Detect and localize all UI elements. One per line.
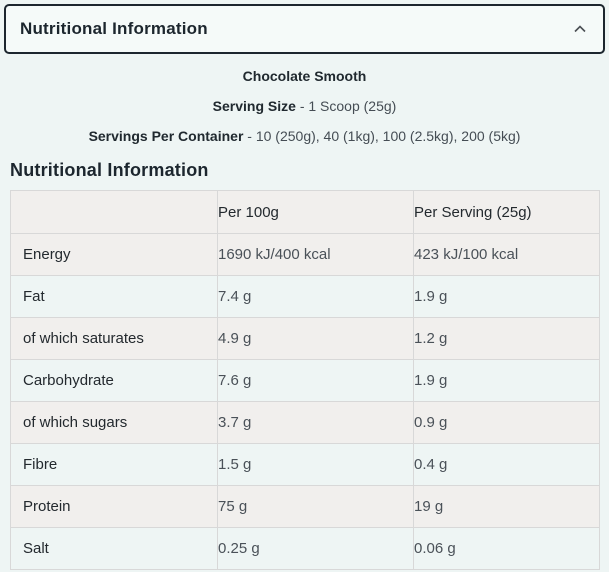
product-serving-info: Chocolate Smooth Serving Size - 1 Scoop … [0,68,609,145]
per-serving-value: 1.9 g [413,359,600,402]
servings-per-container-value: - 10 (250g), 40 (1kg), 100 (2.5kg), 200 … [247,128,521,144]
table-row-energy: Energy 1690 kJ/400 kcal 423 kJ/100 kcal [10,233,600,276]
per-serving-value: 0.9 g [413,401,600,444]
chevron-up-icon [573,24,587,34]
servings-per-container-line: Servings Per Container - 10 (250g), 40 (… [0,128,609,145]
table-row-saturates: of which saturates 4.9 g 1.2 g [10,317,600,360]
table-row-sugars: of which sugars 3.7 g 0.9 g [10,401,600,444]
table-row-fibre: Fibre 1.5 g 0.4 g [10,443,600,486]
per-serving-value: 0.4 g [413,443,600,486]
nutritional-info-accordion-toggle[interactable]: Nutritional Information [4,4,605,54]
nutritional-information-table: Per 100g Per Serving (25g) Energy 1690 k… [10,190,600,570]
per-100g-value: 1690 kJ/400 kcal [217,233,414,276]
serving-size-label: Serving Size [212,98,296,114]
per-100g-value: 0.25 g [217,527,414,570]
column-header-per-serving: Per Serving (25g) [413,190,600,234]
per-100g-value: 7.4 g [217,275,414,318]
per-serving-value: 1.2 g [413,317,600,360]
row-label: Carbohydrate [10,359,218,402]
table-row-salt: Salt 0.25 g 0.06 g [10,527,600,570]
row-label: Protein [10,485,218,528]
per-serving-value: 0.06 g [413,527,600,570]
row-label: Fibre [10,443,218,486]
table-header-row: Per 100g Per Serving (25g) [10,190,600,234]
row-label: Fat [10,275,218,318]
accordion-title: Nutritional Information [20,19,208,38]
per-serving-value: 19 g [413,485,600,528]
row-label: of which sugars [10,401,218,444]
serving-size-value: - 1 Scoop (25g) [299,98,397,114]
flavour-name: Chocolate Smooth [242,68,367,84]
nutritional-table-heading: Nutritional Information [10,160,209,180]
table-row-carbohydrate: Carbohydrate 7.6 g 1.9 g [10,359,600,402]
per-serving-value: 423 kJ/100 kcal [413,233,600,276]
table-row-fat: Fat 7.4 g 1.9 g [10,275,600,318]
table-row-protein: Protein 75 g 19 g [10,485,600,528]
per-100g-value: 3.7 g [217,401,414,444]
serving-size-line: Serving Size - 1 Scoop (25g) [0,98,609,115]
per-100g-value: 4.9 g [217,317,414,360]
row-label: Salt [10,527,218,570]
column-header-blank [10,190,218,234]
per-100g-value: 1.5 g [217,443,414,486]
per-serving-value: 1.9 g [413,275,600,318]
row-label: of which saturates [10,317,218,360]
row-label: Energy [10,233,218,276]
servings-per-container-label: Servings Per Container [88,128,244,144]
per-100g-value: 75 g [217,485,414,528]
per-100g-value: 7.6 g [217,359,414,402]
column-header-per-100g: Per 100g [217,190,414,234]
